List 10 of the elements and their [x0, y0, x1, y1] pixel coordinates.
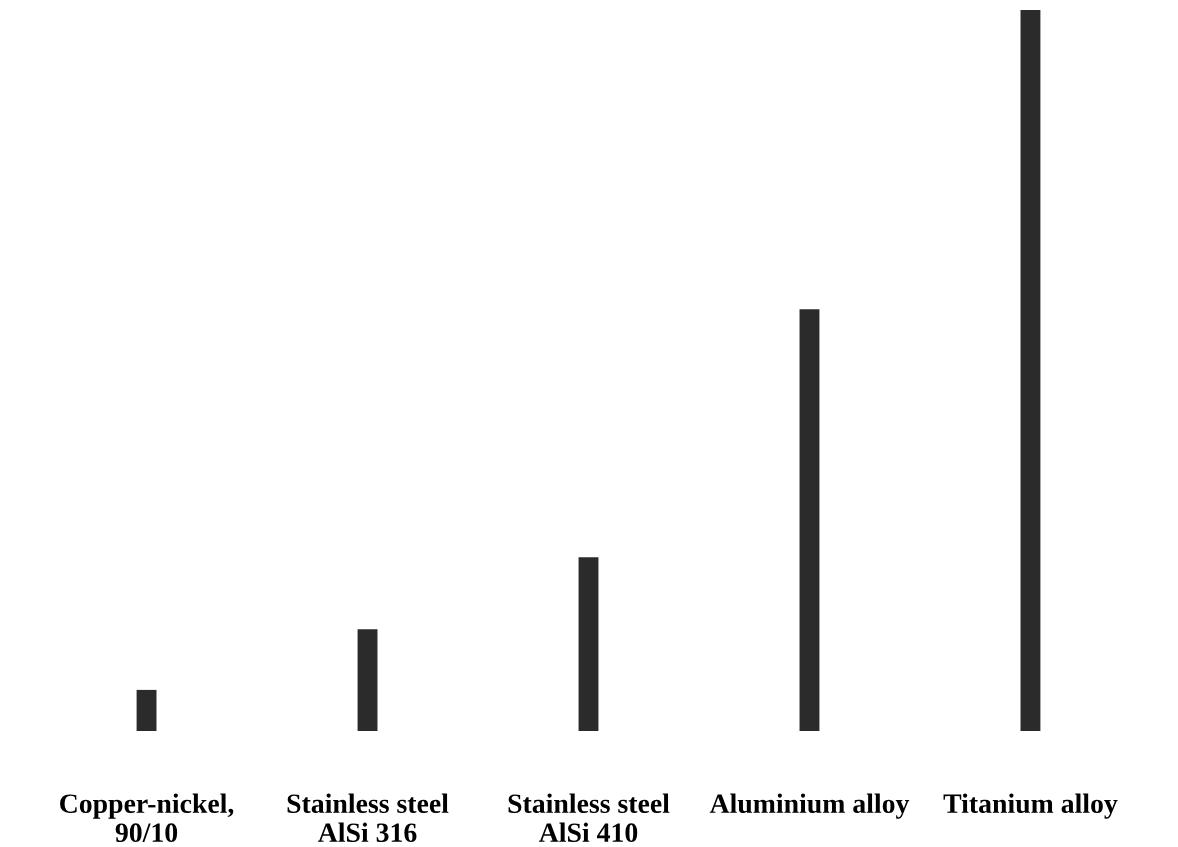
bar [357, 629, 378, 731]
x-tick-label: Aluminium alloy [709, 793, 910, 819]
x-tick-label: Copper-nickel, 90/10 [60, 793, 234, 843]
x-tick-label: Stainless steel AlSi 410 [508, 793, 670, 843]
bar [578, 557, 599, 731]
x-tick-label: Titanium alloy [943, 793, 1118, 819]
x-tick-label: Stainless steel AlSi 316 [287, 793, 449, 843]
bar [799, 309, 820, 731]
bar [136, 689, 157, 731]
bar [1020, 10, 1041, 731]
